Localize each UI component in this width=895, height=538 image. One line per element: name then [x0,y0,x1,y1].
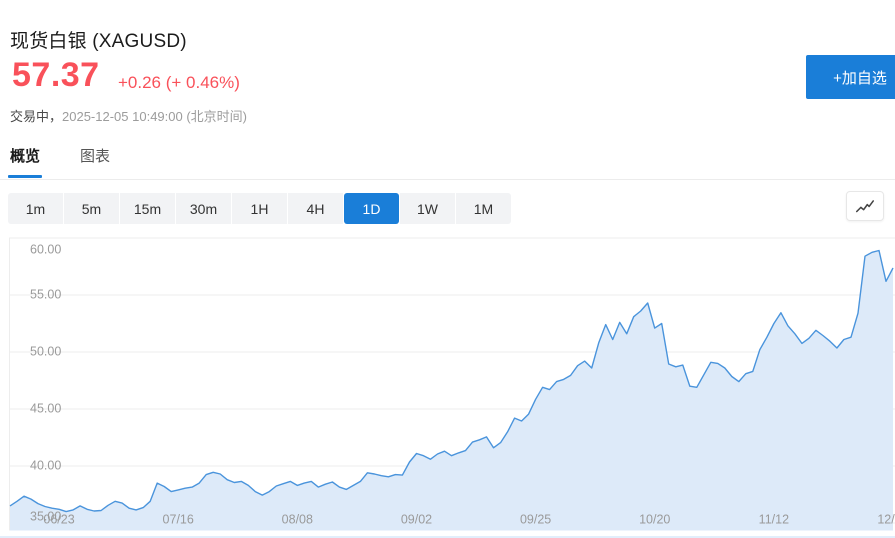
x-axis-label: 10/20 [639,513,670,527]
range-button-1M[interactable]: 1M [456,193,511,224]
add-watchlist-button[interactable]: +加自选 [806,55,895,99]
y-axis-label: 40.00 [30,458,61,472]
x-axis-label: 11/12 [759,513,789,527]
y-axis-label: 50.00 [30,344,61,358]
last-price: 57.37 [12,56,100,94]
line-chart-icon [855,200,875,213]
page-title: 现货白银 (XAGUSD) [10,31,187,52]
x-axis-label: 08/08 [282,513,313,527]
range-button-1m[interactable]: 1m [8,193,63,224]
x-axis-label: 07/16 [163,513,194,527]
time-range-bar: 1m 5m 15m 30m 1H 4H 1D 1W 1M [8,193,511,224]
tab-overview[interactable]: 概览 [10,148,41,165]
price-area [10,250,893,531]
y-axis-label: 60.00 [30,242,61,256]
range-button-1W[interactable]: 1W [400,193,455,224]
x-axis-label: 09/02 [401,513,432,527]
active-tab-indicator [8,175,42,178]
range-button-4H[interactable]: 4H [288,193,343,224]
y-axis-label: 45.00 [30,401,61,415]
range-button-30m[interactable]: 30m [176,193,231,224]
quote-timestamp: 2025-12-05 10:49:00 (北京时间) [62,109,247,124]
chart-style-button[interactable] [846,191,884,221]
next-section-edge [0,536,895,538]
tab-chart[interactable]: 图表 [80,148,111,165]
price-change: +0.26 (+ 0.46%) [118,73,240,92]
trading-status-row: 交易中，2025-12-05 10:49:00 (北京时间) [10,109,247,125]
x-axis-label: 06/23 [43,513,74,527]
x-axis-label: 09/25 [520,513,551,527]
y-axis-label: 35.00 [30,509,61,523]
tabs-divider [0,179,895,180]
trading-status: 交易中， [10,109,63,124]
price-line [9,249,894,513]
x-axis-label: 12/05 [877,513,895,527]
range-button-5m[interactable]: 5m [64,193,119,224]
range-button-1D[interactable]: 1D [344,193,399,224]
tab-bar: 概览 图表 [10,147,110,167]
range-button-1H[interactable]: 1H [232,193,287,224]
range-button-15m[interactable]: 15m [120,193,175,224]
y-axis-label: 55.00 [30,287,61,301]
